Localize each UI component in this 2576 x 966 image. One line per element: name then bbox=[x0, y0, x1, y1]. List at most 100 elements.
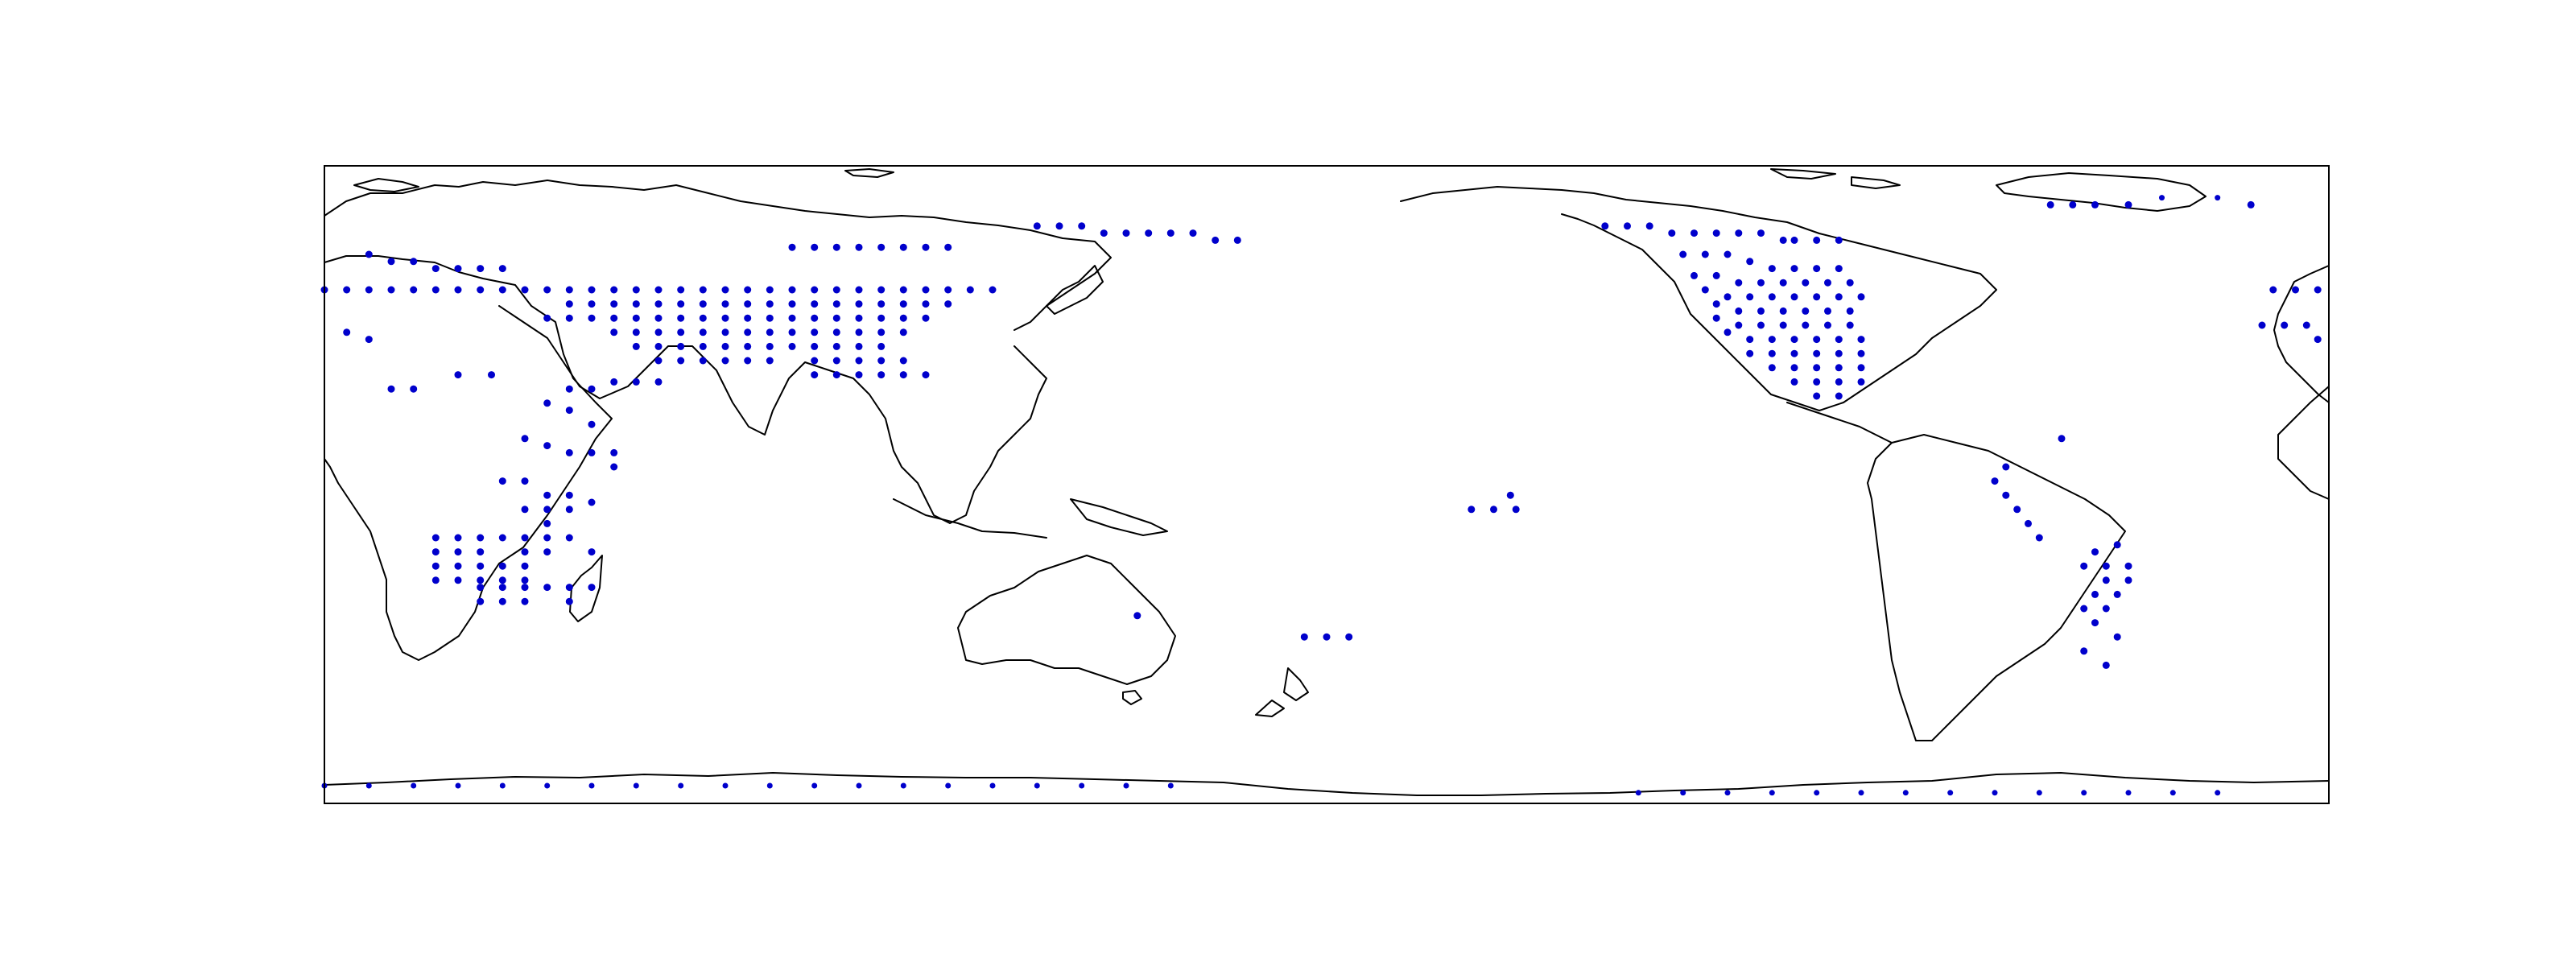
data-point-marker bbox=[744, 286, 752, 294]
data-point-marker bbox=[1189, 229, 1197, 237]
data-point-marker bbox=[543, 548, 551, 556]
data-point-marker bbox=[788, 286, 796, 294]
data-point-marker bbox=[1813, 265, 1821, 273]
data-point-marker bbox=[565, 407, 573, 415]
data-point-marker bbox=[1813, 364, 1821, 372]
data-point-marker bbox=[1635, 790, 1641, 796]
data-point-marker bbox=[922, 243, 930, 251]
data-point-marker bbox=[654, 342, 663, 350]
data-point-marker bbox=[387, 385, 395, 393]
data-point-marker bbox=[944, 300, 952, 308]
data-point-marker bbox=[632, 314, 640, 322]
data-point-marker bbox=[1746, 258, 1754, 266]
data-point-marker bbox=[2046, 200, 2054, 208]
data-point-marker bbox=[855, 243, 863, 251]
data-point-marker bbox=[1991, 477, 1999, 485]
data-point-marker bbox=[2314, 286, 2322, 294]
data-point-marker bbox=[877, 314, 886, 322]
data-point-marker bbox=[922, 300, 930, 308]
marker-layer bbox=[320, 195, 2322, 796]
data-point-marker bbox=[2281, 321, 2289, 329]
data-point-marker bbox=[1757, 307, 1765, 315]
data-point-marker bbox=[2269, 286, 2277, 294]
data-point-marker bbox=[811, 357, 819, 365]
data-point-marker bbox=[855, 300, 863, 308]
data-point-marker bbox=[2080, 562, 2088, 570]
data-point-marker bbox=[966, 286, 974, 294]
data-point-marker bbox=[454, 576, 462, 584]
data-point-marker bbox=[387, 286, 395, 294]
data-point-marker bbox=[454, 265, 462, 273]
data-point-marker bbox=[498, 286, 506, 294]
data-point-marker bbox=[610, 314, 618, 322]
coastline-west-africa bbox=[2277, 386, 2330, 500]
data-point-marker bbox=[1835, 392, 1843, 400]
data-point-marker bbox=[922, 314, 930, 322]
data-point-marker bbox=[721, 286, 729, 294]
data-point-marker bbox=[1992, 790, 1998, 796]
data-point-marker bbox=[922, 371, 930, 379]
data-point-marker bbox=[1512, 506, 1520, 514]
data-point-marker bbox=[1724, 293, 1732, 301]
data-point-marker bbox=[1768, 293, 1776, 301]
data-point-marker bbox=[832, 243, 840, 251]
data-point-marker bbox=[565, 448, 573, 456]
data-point-marker bbox=[2215, 790, 2221, 796]
data-point-marker bbox=[1746, 293, 1754, 301]
data-point-marker bbox=[744, 314, 752, 322]
data-point-marker bbox=[766, 782, 773, 789]
data-point-marker bbox=[521, 576, 529, 584]
data-point-marker bbox=[1601, 222, 1609, 230]
data-point-marker bbox=[766, 300, 774, 308]
data-point-marker bbox=[1690, 271, 1698, 279]
data-point-marker bbox=[899, 286, 907, 294]
data-point-marker bbox=[632, 378, 640, 386]
coastline-west-europe bbox=[2273, 265, 2330, 403]
data-point-marker bbox=[722, 782, 729, 789]
data-point-marker bbox=[699, 342, 707, 350]
data-point-marker bbox=[477, 576, 485, 584]
data-point-marker bbox=[788, 300, 796, 308]
data-point-marker bbox=[2124, 576, 2132, 584]
data-point-marker bbox=[477, 597, 485, 605]
data-point-marker bbox=[543, 491, 551, 499]
data-point-marker bbox=[1133, 612, 1141, 620]
data-point-marker bbox=[543, 442, 551, 450]
data-point-marker bbox=[1835, 378, 1843, 386]
data-point-marker bbox=[498, 597, 506, 605]
data-point-marker bbox=[1790, 378, 1798, 386]
data-point-marker bbox=[565, 597, 573, 605]
data-point-marker bbox=[766, 314, 774, 322]
data-point-marker bbox=[454, 371, 462, 379]
data-point-marker bbox=[632, 286, 640, 294]
data-point-marker bbox=[521, 597, 529, 605]
data-point-marker bbox=[1779, 321, 1787, 329]
data-point-marker bbox=[922, 286, 930, 294]
data-point-marker bbox=[521, 477, 529, 485]
coastline-tasmania bbox=[1122, 690, 1142, 705]
data-point-marker bbox=[588, 782, 595, 789]
data-point-marker bbox=[1790, 293, 1798, 301]
data-point-marker bbox=[2124, 562, 2132, 570]
data-point-marker bbox=[1757, 321, 1765, 329]
data-point-marker bbox=[1802, 307, 1810, 315]
data-point-marker bbox=[543, 584, 551, 592]
data-point-marker bbox=[877, 342, 886, 350]
data-point-marker bbox=[2091, 590, 2099, 598]
data-point-marker bbox=[654, 286, 663, 294]
data-point-marker bbox=[1835, 236, 1843, 244]
data-point-marker bbox=[1768, 265, 1776, 273]
data-point-marker bbox=[832, 286, 840, 294]
data-point-marker bbox=[1857, 336, 1865, 344]
data-point-marker bbox=[521, 548, 529, 556]
data-point-marker bbox=[2081, 790, 2087, 796]
data-point-marker bbox=[431, 534, 440, 542]
data-point-marker bbox=[877, 286, 886, 294]
data-point-marker bbox=[1712, 229, 1720, 237]
data-point-marker bbox=[1835, 364, 1843, 372]
data-point-marker bbox=[1846, 307, 1854, 315]
data-point-marker bbox=[1768, 349, 1776, 357]
data-point-marker bbox=[2080, 647, 2088, 655]
data-point-marker bbox=[2113, 633, 2121, 641]
data-point-marker bbox=[1814, 790, 1820, 796]
